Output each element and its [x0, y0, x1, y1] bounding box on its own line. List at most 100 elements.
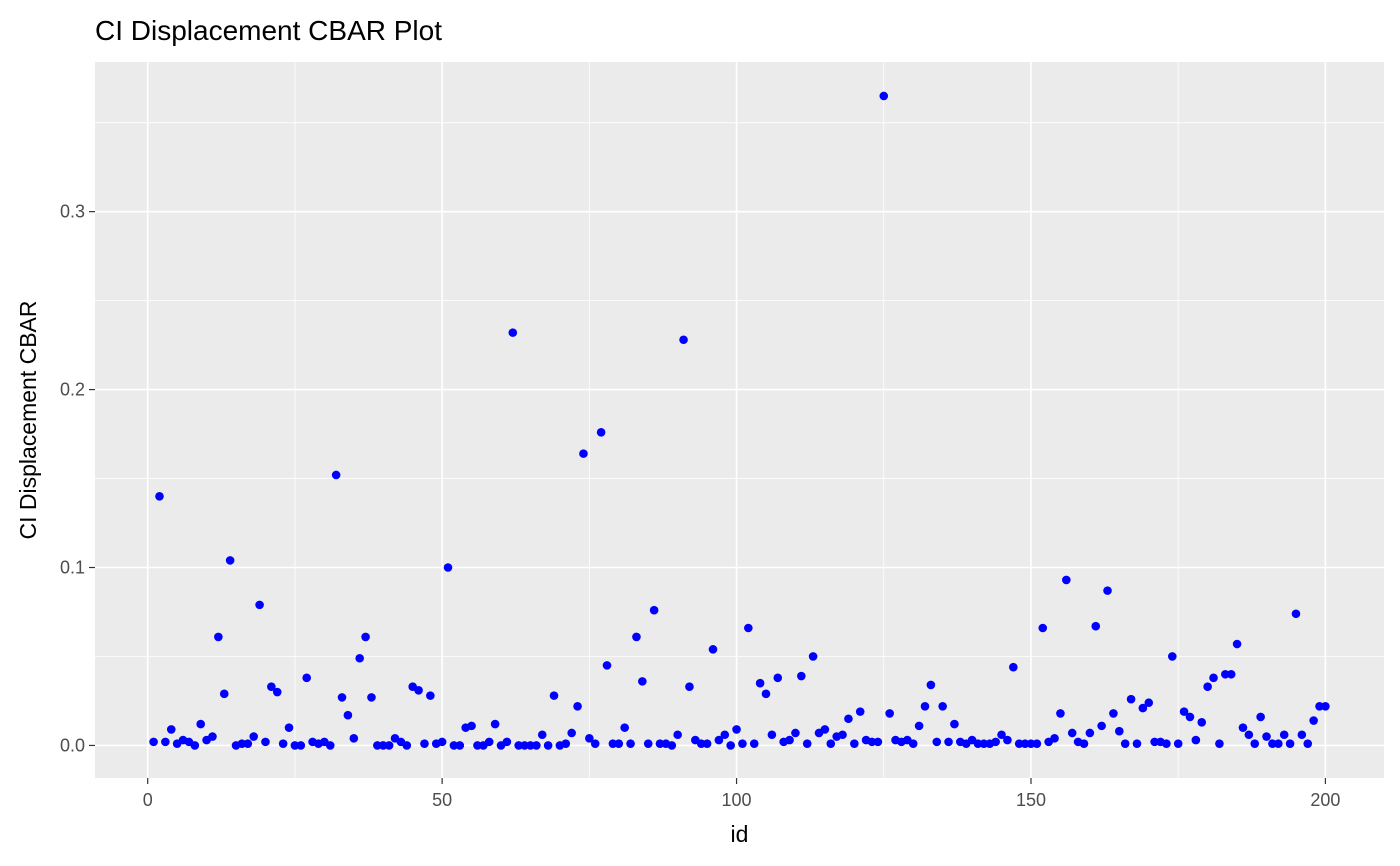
data-point [402, 741, 412, 750]
data-point [791, 728, 800, 738]
data-point [720, 730, 730, 740]
data-point [278, 739, 288, 748]
x-tick-label: 200 [1310, 790, 1340, 810]
data-point [255, 600, 264, 610]
data-point [1262, 732, 1271, 741]
data-point [1238, 723, 1248, 732]
data-point [1097, 721, 1106, 731]
data-point [537, 730, 547, 740]
data-point [850, 739, 859, 748]
data-point [166, 725, 176, 734]
data-point [237, 739, 247, 748]
data-point [620, 723, 629, 732]
data-point [761, 689, 771, 699]
data-point [508, 328, 518, 337]
data-point [1279, 730, 1289, 740]
x-tick-label: 100 [722, 790, 752, 810]
data-point [1032, 739, 1042, 748]
data-point [502, 737, 512, 747]
data-point [590, 739, 600, 748]
data-point [272, 687, 282, 697]
data-point [378, 741, 388, 750]
data-point [726, 741, 735, 750]
data-point [331, 470, 341, 480]
data-point [1103, 586, 1112, 595]
data-point [838, 730, 847, 740]
y-axis-title: CI Displacement CBAR [15, 300, 41, 539]
data-point [1144, 698, 1154, 708]
data-point [914, 721, 924, 731]
y-tick-label: 0.1 [60, 558, 85, 578]
data-point [855, 707, 865, 716]
data-point [1150, 737, 1159, 747]
data-point [467, 721, 476, 731]
data-point [1138, 703, 1148, 713]
x-axis-title: id [731, 821, 749, 847]
data-point [655, 739, 665, 748]
data-point [1020, 739, 1030, 748]
data-point [196, 719, 205, 729]
data-point [573, 701, 582, 711]
data-point [490, 719, 500, 729]
data-point [826, 739, 836, 748]
data-point [267, 682, 276, 692]
data-point [950, 719, 959, 729]
data-point [773, 673, 783, 683]
data-point [261, 737, 270, 747]
data-point [219, 689, 229, 699]
y-tick-label: 0.0 [60, 735, 85, 755]
data-point [1056, 709, 1065, 718]
data-point [596, 427, 606, 437]
data-point [926, 680, 936, 690]
data-point [443, 563, 453, 572]
x-tick-label: 150 [1016, 790, 1046, 810]
data-point [685, 682, 694, 692]
data-point [1309, 716, 1318, 725]
data-point [1115, 726, 1124, 736]
data-point [561, 739, 571, 748]
data-point [290, 741, 300, 750]
data-point [738, 739, 747, 748]
data-point [1191, 735, 1201, 745]
data-point [696, 739, 706, 748]
data-point [749, 739, 759, 748]
data-point [1109, 709, 1118, 718]
data-point [1274, 739, 1283, 748]
data-point [885, 709, 894, 718]
data-point [384, 741, 394, 750]
data-point [702, 739, 712, 748]
data-point [979, 739, 989, 748]
data-point [1315, 701, 1324, 711]
data-point [420, 739, 429, 748]
data-point [755, 678, 765, 688]
data-point [997, 730, 1006, 740]
plot-panel [95, 62, 1384, 778]
data-point [1221, 669, 1230, 679]
data-point [1179, 707, 1189, 716]
data-point [520, 741, 529, 750]
data-point [437, 737, 447, 747]
data-point [449, 741, 459, 750]
data-point [1026, 739, 1036, 748]
data-point [844, 714, 853, 724]
data-point [337, 693, 347, 702]
data-point [920, 701, 930, 711]
data-point [1297, 730, 1307, 740]
y-axis: 0.0 0.1 0.2 0.3 [60, 202, 95, 755]
data-point [673, 730, 682, 740]
data-point [567, 728, 576, 738]
chart-title: CI Displacement CBAR Plot [95, 15, 442, 46]
data-point [1126, 694, 1136, 704]
data-point [632, 632, 641, 642]
data-point [1067, 728, 1077, 738]
data-point [1244, 730, 1254, 740]
data-point [820, 725, 830, 734]
data-point [649, 605, 659, 615]
data-point [149, 737, 158, 747]
data-point [1185, 712, 1195, 722]
data-point [208, 732, 217, 741]
data-point [744, 623, 753, 633]
data-point [1209, 673, 1218, 683]
data-point [155, 492, 164, 501]
